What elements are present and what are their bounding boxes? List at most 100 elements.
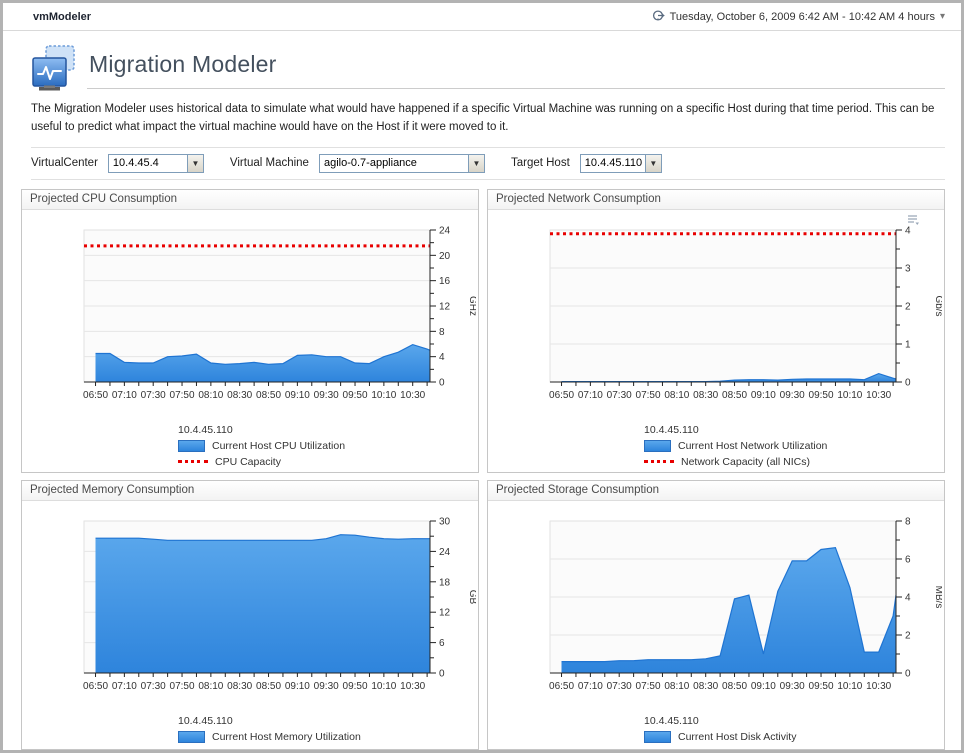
svg-text:2: 2 — [905, 301, 911, 312]
network-chart: 0 1 2 3 4 Gb/s 06:50 07:10 07:30 07:50 08:10 08:30 0… — [488, 210, 944, 472]
legend-item: Current Host Memory Utilization — [178, 730, 478, 743]
time-range-icon — [652, 9, 665, 25]
network-consumption-panel: Projected Network Consumption 0 1 2 3 4 Gb/s 0… — [487, 188, 945, 473]
filter-bar: VirtualCenter 10.4.45.4 ▼ Virtual Machin… — [31, 148, 945, 180]
svg-text:24: 24 — [439, 225, 451, 236]
svg-text:09:50: 09:50 — [343, 681, 368, 692]
svg-text:09:30: 09:30 — [314, 681, 339, 692]
legend-label: Current Host Memory Utilization — [212, 730, 361, 743]
legend-item: CPU Capacity — [178, 456, 478, 468]
memory-chart-plot: 0 6 12 18 24 30 GB 06:50 07:10 07:30 07:50 08:10 08:… — [83, 516, 476, 692]
svg-text:07:30: 07:30 — [607, 390, 632, 401]
top-bar: vmModeler Tuesday, October 6, 2009 6:42 … — [3, 3, 961, 31]
panel-title: Projected Storage Consumption — [488, 480, 944, 501]
area-swatch-icon — [644, 730, 671, 743]
svg-text:07:50: 07:50 — [636, 681, 661, 692]
svg-text:07:50: 07:50 — [636, 390, 661, 401]
network-chart-legend: 10.4.45.110 Current Host Network Utilizat… — [644, 424, 944, 468]
page-description: The Migration Modeler uses historical da… — [31, 101, 945, 148]
svg-text:09:30: 09:30 — [780, 681, 805, 692]
legend-item: Current Host Network Utilization — [644, 439, 944, 452]
page-header: Migration Modeler — [31, 39, 945, 91]
legend-host-label: 10.4.45.110 — [178, 714, 233, 727]
legend-host-label: 10.4.45.110 — [644, 714, 699, 727]
title-divider: Migration Modeler — [87, 51, 945, 89]
panel-title: Projected Memory Consumption — [22, 480, 478, 501]
app-title: vmModeler — [33, 10, 92, 23]
svg-text:10:30: 10:30 — [866, 390, 891, 401]
svg-text:4: 4 — [905, 225, 911, 236]
svg-text:08:10: 08:10 — [198, 681, 223, 692]
memory-chart: 0 6 12 18 24 30 GB 06:50 07:10 07:30 07:50 08:10 08:… — [22, 501, 478, 749]
legend-label: Current Host Network Utilization — [678, 439, 828, 452]
svg-text:16: 16 — [439, 276, 451, 287]
virtual-machine-select[interactable]: agilo-0.7-appliance ▼ — [318, 153, 485, 173]
chart-options-icon[interactable] — [906, 213, 920, 231]
svg-text:12: 12 — [439, 607, 451, 618]
svg-text:07:30: 07:30 — [607, 681, 632, 692]
svg-text:07:10: 07:10 — [112, 390, 137, 401]
svg-text:07:10: 07:10 — [578, 681, 603, 692]
panel-title: Projected Network Consumption — [488, 189, 944, 210]
svg-text:08:30: 08:30 — [693, 390, 718, 401]
svg-text:1: 1 — [905, 339, 911, 350]
capacity-line-swatch-icon — [644, 460, 674, 464]
area-swatch-icon — [644, 439, 671, 452]
svg-text:09:50: 09:50 — [343, 390, 368, 401]
svg-text:20: 20 — [439, 250, 451, 261]
legend-label: Current Host CPU Utilization — [212, 439, 346, 452]
area-swatch-icon — [178, 439, 205, 452]
svg-text:GHz: GHz — [467, 296, 476, 316]
svg-text:Gb/s: Gb/s — [933, 295, 942, 316]
legend-label: Current Host Disk Activity — [678, 730, 797, 743]
target-host-label: Target Host — [510, 157, 570, 170]
svg-text:10:30: 10:30 — [400, 390, 425, 401]
cpu-consumption-panel: Projected CPU Consumption 0 4 8 12 16 20 24 GHz… — [21, 188, 479, 473]
legend-label: CPU Capacity — [215, 455, 281, 468]
virtualcenter-select[interactable]: 10.4.45.4 ▼ — [107, 153, 204, 173]
svg-text:8: 8 — [439, 326, 445, 337]
svg-text:09:10: 09:10 — [285, 390, 310, 401]
legend-item: Current Host CPU Utilization — [178, 439, 478, 452]
svg-text:MB/s: MB/s — [933, 585, 942, 608]
target-host-select[interactable]: 10.4.45.110 ▼ — [579, 153, 662, 173]
svg-text:10:30: 10:30 — [866, 681, 891, 692]
legend-item: Current Host Disk Activity — [644, 730, 944, 743]
legend-host-label: 10.4.45.110 — [178, 423, 233, 436]
svg-text:GB: GB — [467, 589, 476, 604]
virtualcenter-value: 10.4.45.4 — [112, 157, 159, 170]
memory-chart-legend: 10.4.45.110 Current Host Memory Utilizati… — [178, 715, 478, 743]
svg-text:08:10: 08:10 — [198, 390, 223, 401]
svg-text:08:30: 08:30 — [227, 390, 252, 401]
charts-grid: Projected CPU Consumption 0 4 8 12 16 20 24 GHz… — [21, 188, 945, 750]
svg-text:06:50: 06:50 — [549, 681, 574, 692]
svg-text:10:10: 10:10 — [371, 390, 396, 401]
svg-text:6: 6 — [905, 554, 911, 565]
svg-text:08:50: 08:50 — [722, 681, 747, 692]
target-host-value: 10.4.45.110 — [584, 157, 643, 170]
svg-text:09:30: 09:30 — [780, 390, 805, 401]
panel-title: Projected CPU Consumption — [22, 189, 478, 210]
svg-text:09:50: 09:50 — [809, 681, 834, 692]
time-range-selector[interactable]: Tuesday, October 6, 2009 6:42 AM - 10:42… — [652, 9, 945, 25]
chevron-down-icon: ▾ — [939, 11, 945, 22]
svg-text:18: 18 — [439, 577, 451, 588]
chevron-down-icon: ▼ — [644, 154, 661, 172]
storage-chart: 0 2 4 6 8 MB/s 06:50 07:10 07:30 07:50 08:10 08:30 0… — [488, 501, 944, 749]
migration-modeler-icon — [31, 45, 77, 95]
svg-text:10:30: 10:30 — [400, 681, 425, 692]
page-title: Migration Modeler — [89, 51, 277, 77]
storage-consumption-panel: Projected Storage Consumption 0 2 4 6 8 MB/s 0… — [487, 479, 945, 750]
svg-text:08:10: 08:10 — [664, 681, 689, 692]
capacity-line-swatch-icon — [178, 460, 208, 464]
svg-text:06:50: 06:50 — [83, 390, 108, 401]
storage-chart-legend: 10.4.45.110 Current Host Disk Activity — [644, 715, 944, 743]
svg-text:09:30: 09:30 — [314, 390, 339, 401]
svg-text:07:30: 07:30 — [141, 681, 166, 692]
svg-text:09:10: 09:10 — [285, 681, 310, 692]
cpu-chart-legend: 10.4.45.110 Current Host CPU Utilization C… — [178, 424, 478, 468]
svg-text:06:50: 06:50 — [549, 390, 574, 401]
network-chart-plot: 0 1 2 3 4 Gb/s 06:50 07:10 07:30 07:50 08:10 08:30 0… — [549, 225, 942, 401]
svg-text:07:10: 07:10 — [578, 390, 603, 401]
